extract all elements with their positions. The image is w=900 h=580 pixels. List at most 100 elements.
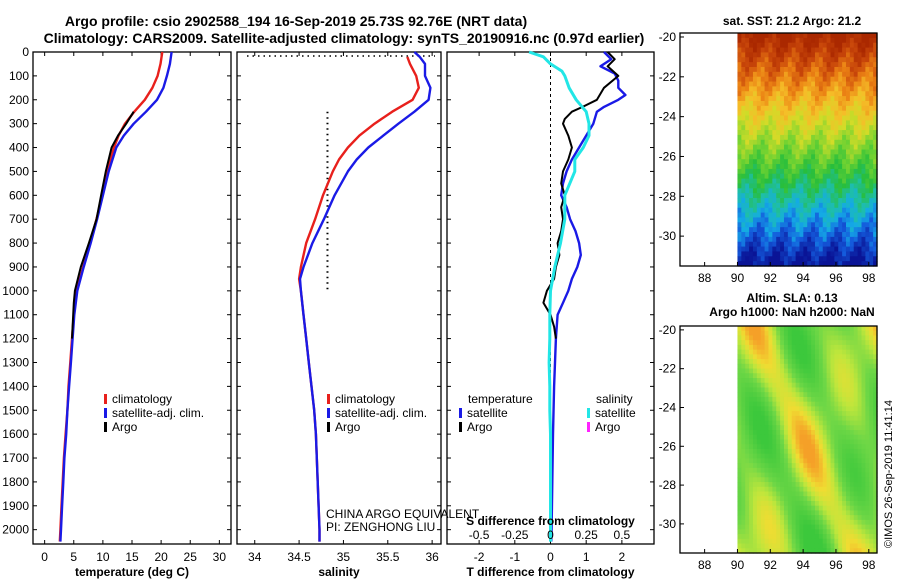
sst_map-cell: [845, 241, 851, 248]
sla_map-cell: [818, 448, 824, 455]
sla_map-cell: [811, 458, 816, 464]
sla_map-cell: [795, 453, 801, 460]
sla_map-cell: [838, 415, 843, 422]
sst_map-cell: [776, 33, 781, 39]
sla_map-cell: [853, 335, 859, 341]
sla_map-cell: [873, 439, 878, 445]
sla_map-cell: [849, 472, 855, 478]
sla_map-cell: [741, 363, 746, 370]
sst_map-cell: [807, 110, 812, 117]
sst_map-cell: [741, 198, 746, 204]
sst_map-cell: [745, 212, 750, 219]
sla_map-cell: [873, 486, 878, 493]
difference-legend-salinity-title: salinity: [596, 392, 633, 406]
sst_map-cell: [764, 130, 770, 136]
sst_map-cell: [845, 120, 851, 126]
sla_map-cell: [853, 330, 859, 337]
sst_map-cell: [764, 188, 770, 194]
sla_map-cell: [865, 349, 870, 355]
sla_map-cell: [741, 515, 746, 521]
sla_map-cell: [760, 491, 766, 497]
sla_map-cell: [737, 491, 742, 497]
sst_map-cell: [834, 173, 839, 180]
sla_map-cell: [838, 467, 843, 474]
sla_map-cell: [787, 463, 793, 469]
sla_map-cell: [853, 415, 859, 422]
sla_map-cell: [873, 538, 878, 545]
sst_map-cell: [869, 227, 874, 233]
sla_map-cell: [869, 515, 874, 521]
sla_map-cell: [783, 411, 789, 417]
sla_map-cell: [838, 453, 843, 460]
sla_map-cell: [795, 439, 801, 445]
sla_map-cell: [873, 354, 878, 360]
sla_map-cell: [818, 392, 824, 398]
sst_map-cell: [791, 71, 797, 78]
sst_map-cell: [795, 115, 801, 121]
sla_map-cell: [803, 439, 808, 445]
sst_map-cell: [756, 62, 762, 68]
sst_map-cell: [737, 81, 742, 87]
sst_map-cell: [807, 62, 812, 68]
sla_map-cell: [818, 425, 824, 431]
sla_map-cell: [865, 448, 870, 455]
sla_map-cell: [749, 439, 754, 445]
sla_map-cell: [768, 510, 773, 516]
sst_map-cell: [826, 261, 832, 267]
sst_map-cell: [842, 120, 847, 126]
sst_map-cell: [857, 232, 863, 238]
sst_map-cell: [834, 105, 839, 112]
sla_map-cell: [756, 458, 762, 464]
sla_map-cell: [834, 434, 839, 441]
sst_map-cell: [838, 207, 843, 214]
sla_map-cell: [803, 519, 808, 526]
sla_map-cell: [865, 543, 870, 549]
sst_map-cell: [834, 139, 839, 146]
sst_map-cell: [764, 168, 770, 175]
sst_map-cell: [764, 154, 770, 160]
sst_map-cell: [791, 120, 797, 126]
sst_map-cell: [873, 37, 878, 44]
sst_map-cell: [857, 37, 863, 44]
sla_map-cell: [826, 534, 832, 540]
sla_map-cell: [795, 534, 801, 540]
sla_map-cell: [787, 430, 793, 436]
sla_map-cell: [814, 340, 820, 346]
sla_map-cell: [772, 378, 777, 384]
sst_map-cell: [861, 232, 866, 238]
depth-tick-label: 900: [9, 260, 29, 274]
sst_map-cell: [768, 183, 773, 189]
sla_map-cell: [807, 463, 812, 469]
sst_map-cell: [822, 96, 828, 102]
sst_map-cell: [826, 52, 832, 58]
sla_map-cell: [857, 411, 863, 417]
sst_map-cell: [791, 144, 797, 151]
sla_map-cell: [822, 472, 828, 478]
sla_map-cell: [822, 420, 828, 426]
sst_map-cell: [787, 115, 793, 121]
sst_map-cell: [803, 246, 808, 253]
sla_map-cell: [741, 448, 746, 455]
sla_map-cell: [760, 396, 766, 403]
sst_map-cell: [799, 227, 804, 233]
sla_map-cell: [749, 430, 754, 436]
sst_map-cell: [807, 57, 812, 63]
sla_map-cell: [737, 434, 742, 441]
sst_map-cell: [865, 154, 870, 160]
sla_map-cell: [787, 548, 793, 554]
sst_map-cell: [737, 178, 742, 185]
sst_map-cell: [814, 139, 820, 146]
sst_map-cell: [865, 86, 870, 92]
sla_map-cell: [783, 529, 789, 535]
sla_map-cell: [826, 515, 832, 521]
sla_map-cell: [869, 496, 874, 502]
sst_map-cell: [845, 66, 851, 73]
sst_map-cell: [756, 193, 762, 199]
sla_map-cell: [811, 529, 816, 535]
sla_map-cell: [865, 434, 870, 441]
sst_map-cell: [834, 183, 839, 189]
sla_map-cell: [772, 444, 777, 450]
sst_map-cell: [772, 125, 777, 131]
sst_map-cell: [845, 139, 851, 146]
sla_map-cell: [772, 472, 777, 478]
